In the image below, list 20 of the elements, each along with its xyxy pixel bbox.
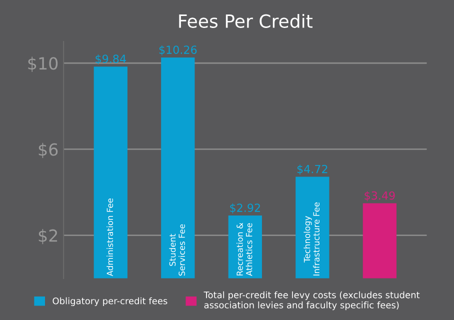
bar bbox=[296, 176, 330, 278]
legend-label: Total per-credit fee levy costs (excludes student association levies and faculty specific fees) bbox=[204, 291, 420, 310]
data-label: $4.72 bbox=[297, 164, 328, 175]
data-label: $10.26 bbox=[159, 45, 197, 56]
y-tick-label: $2 bbox=[38, 229, 58, 244]
x-tick-label: Administration Fee bbox=[106, 198, 114, 276]
x-tick-label: Recreation & Athletics Fee bbox=[236, 222, 252, 276]
data-label: $3.49 bbox=[364, 191, 395, 202]
bar bbox=[228, 216, 262, 278]
chart-title: Fees Per Credit bbox=[179, 14, 312, 28]
x-tick-label: Student Services Fee bbox=[169, 224, 185, 276]
data-label: $2.92 bbox=[230, 203, 260, 214]
x-tick-label: Technology Infrastructure Fee bbox=[304, 202, 320, 276]
y-tick-label: $6 bbox=[38, 142, 58, 158]
y-tick-label: $10 bbox=[28, 56, 58, 72]
data-label: $9.84 bbox=[96, 54, 126, 65]
bar bbox=[94, 66, 128, 278]
bar bbox=[362, 203, 396, 278]
legend-label: Obligatory per-credit fees bbox=[52, 297, 168, 306]
bar bbox=[161, 58, 195, 278]
